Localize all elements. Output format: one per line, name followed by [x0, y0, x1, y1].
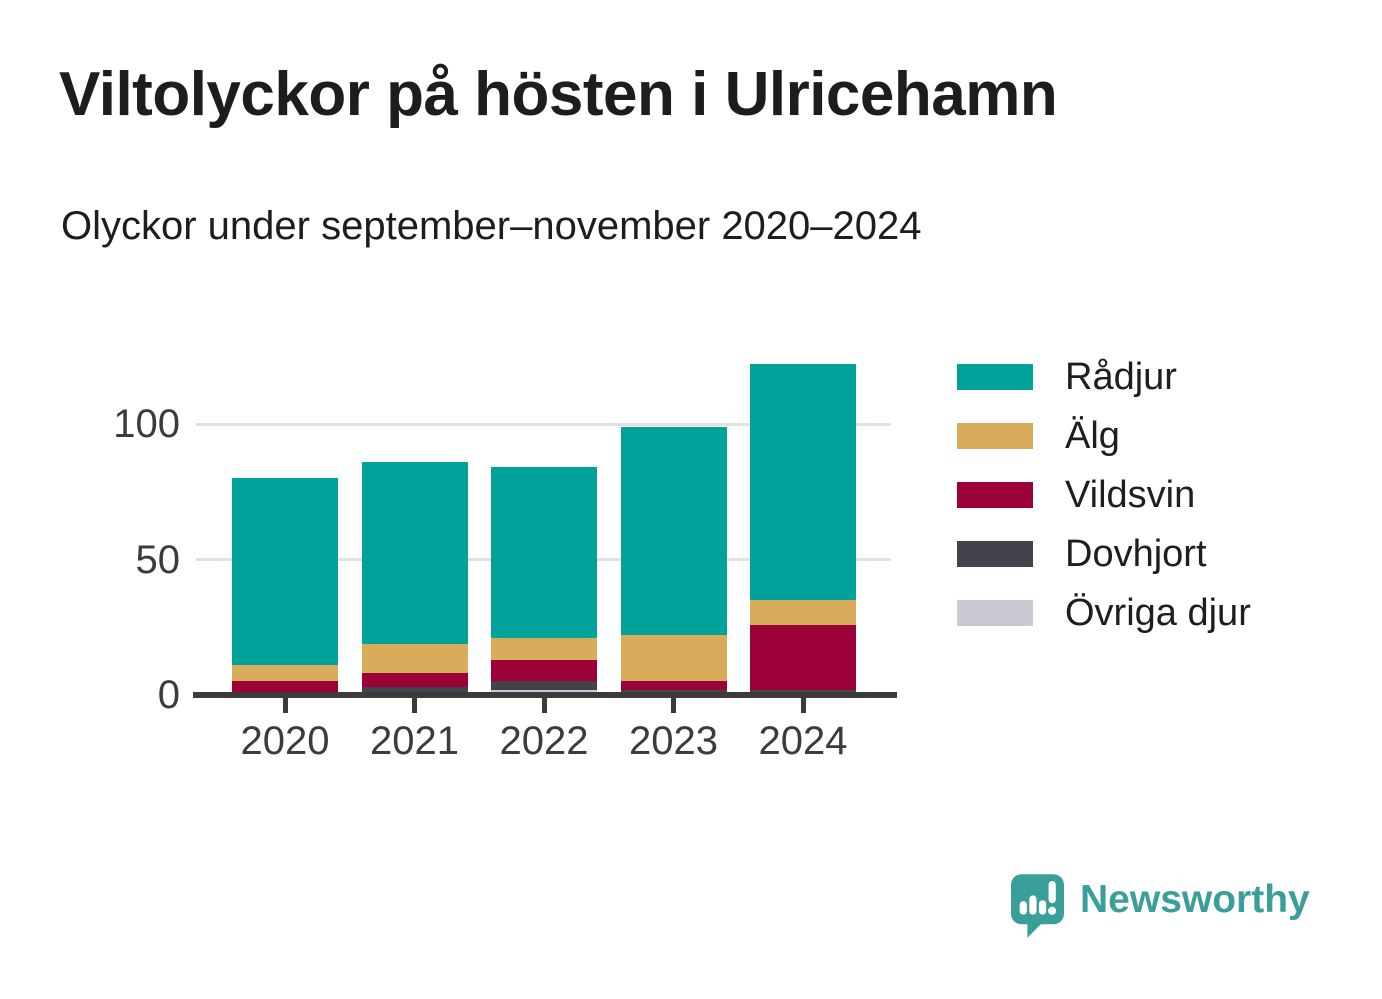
legend-label: Dovhjort	[1065, 532, 1207, 575]
bar-segment-2023-älg	[620, 635, 727, 682]
x-axis-tick	[800, 698, 806, 713]
legend-label: Vildsvin	[1065, 473, 1196, 516]
x-axis-tick	[671, 698, 676, 713]
bar-segment-2020-älg	[232, 665, 338, 682]
bar-segment-2022-älg	[491, 638, 597, 660]
gridline-y100	[196, 422, 891, 426]
legend-item-vildsvin: Vildsvin	[957, 465, 1251, 524]
legend-swatch-icon	[957, 599, 1033, 626]
x-axis-tick-label: 2024	[758, 719, 848, 763]
bar-segment-2023-vildsvin	[620, 681, 727, 690]
legend-item-rådjur: Rådjur	[957, 347, 1251, 406]
x-axis-tick-label: 2021	[370, 719, 459, 763]
bar-segment-2024-älg	[750, 600, 856, 625]
legend-swatch-icon	[957, 422, 1033, 449]
bar-segment-2023-rådjur	[620, 426, 727, 636]
bar-segment-2024-vildsvin	[750, 624, 856, 690]
x-axis-line	[193, 692, 897, 698]
x-axis-tick-label: 2020	[240, 719, 330, 763]
chart-subtitle: Olyckor under september–november 2020–20…	[61, 204, 922, 248]
bar-segment-2022-dovhjort	[491, 681, 597, 690]
brand-logo: Newsworthy	[1011, 874, 1310, 938]
legend-label: Övriga djur	[1065, 591, 1251, 634]
legend-item-övriga-djur: Övriga djur	[957, 583, 1251, 642]
legend-item-dovhjort: Dovhjort	[957, 524, 1251, 583]
bar-segment-2021-rådjur	[361, 461, 468, 644]
bar-segment-2021-dovhjort	[361, 686, 468, 693]
bar-segment-2024-rådjur	[750, 364, 856, 601]
y-axis-tick-label: 50	[135, 537, 181, 582]
bar-segment-2022-rådjur	[491, 467, 597, 639]
x-axis-tick-label: 2022	[499, 719, 589, 763]
bar-segment-2021-vildsvin	[361, 673, 468, 687]
newsworthy-logo-icon	[1011, 874, 1064, 938]
legend-swatch-icon	[957, 481, 1033, 508]
y-axis-tick-label: 0	[157, 673, 180, 717]
bar-segment-2020-vildsvin	[232, 681, 338, 695]
bar-segment-2020-rådjur	[232, 478, 338, 666]
bar-segment-2021-älg	[361, 643, 468, 674]
x-axis-tick-label: 2023	[629, 719, 718, 763]
legend-item-älg: Älg	[957, 406, 1251, 465]
bar-segment-2022-vildsvin	[491, 659, 597, 682]
legend-swatch-icon	[957, 363, 1033, 390]
chart-title: Viltolyckor på hösten i Ulricehamn	[59, 60, 1058, 129]
y-axis-tick-label: 100	[113, 402, 180, 446]
x-axis-tick	[412, 698, 417, 713]
legend: Rådjur Älg Vildsvin Dovhjort Övriga djur	[957, 347, 1251, 642]
legend-label: Rådjur	[1065, 355, 1177, 398]
x-axis-tick	[541, 698, 547, 713]
x-axis-tick	[282, 698, 288, 713]
legend-label: Älg	[1065, 414, 1120, 457]
legend-swatch-icon	[957, 540, 1033, 567]
brand-name: Newsworthy	[1080, 878, 1310, 921]
